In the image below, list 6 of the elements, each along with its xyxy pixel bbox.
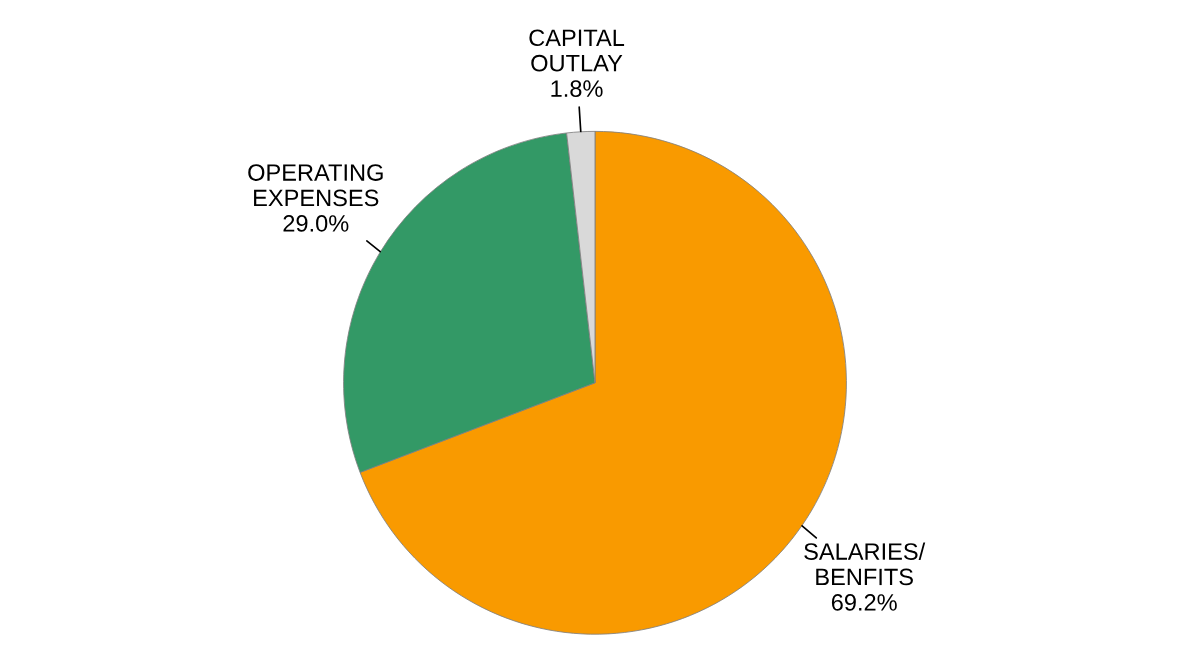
data-label: 1.8% <box>551 80 603 97</box>
slice-label: SALARIES/ BENFITS <box>804 542 926 586</box>
data-label: 29.0% <box>283 215 349 232</box>
data-label: 69.2% <box>831 594 897 611</box>
slice-label: CAPITAL OUTLAY <box>529 29 625 72</box>
slice-label: OPERATING EXPENSES <box>248 164 383 207</box>
